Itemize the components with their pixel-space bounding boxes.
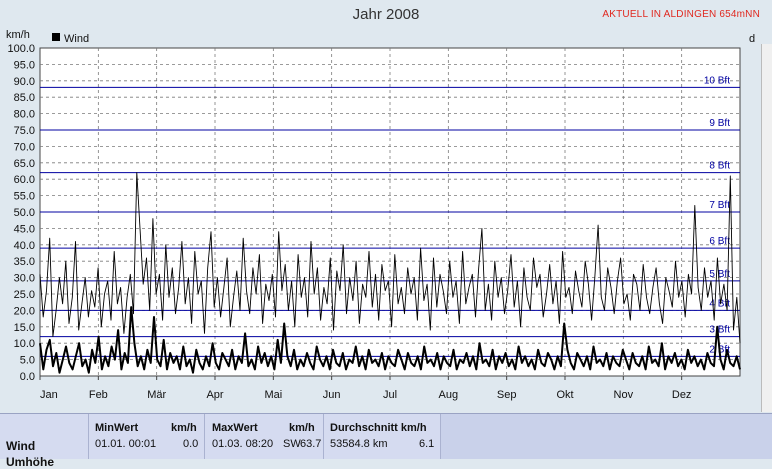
max-cell: MaxWert km/h 01.03. 08:20 SW 63.7 bbox=[205, 414, 324, 459]
y-tick-label: 20.0 bbox=[14, 305, 35, 317]
y-tick-label: 65.0 bbox=[14, 158, 35, 170]
avg-cell: Durchschnitt km/h 53584.8 km 6.1 bbox=[324, 414, 441, 459]
x-tick-label: Jan bbox=[40, 389, 58, 401]
x-tick-label: Dez bbox=[672, 389, 692, 401]
wind-series-thin bbox=[39, 172, 741, 344]
max-header: MaxWert bbox=[212, 422, 258, 434]
stats-table: Wind Umhöhe MinWert km/h 01.01. 00:01 0.… bbox=[0, 413, 772, 469]
y-tick-labels: 0.0 5.0 10.0 15.0 20.0 25.0 30.0 35.0 40.0 45.0 50… bbox=[7, 43, 35, 383]
min-cell: MinWert km/h 01.01. 00:01 0.0 bbox=[89, 414, 205, 459]
beaufort-label: 3 Bft bbox=[709, 325, 730, 336]
y-tick-label: 30.0 bbox=[14, 273, 35, 285]
beaufort-label: 9 Bft bbox=[709, 118, 730, 129]
chart-title: Jahr 2008 bbox=[352, 6, 420, 23]
y-tick-label: 70.0 bbox=[14, 141, 35, 153]
max-unit: km/h bbox=[289, 422, 315, 434]
y-axis-label: km/h bbox=[6, 29, 30, 41]
y-tick-label: 85.0 bbox=[14, 92, 35, 104]
x-tick-labels: Jan Feb Mär Apr Mai Jun Jul Aug Sep Okt Nov Dez bbox=[40, 389, 691, 401]
y-tick-label: 90.0 bbox=[14, 76, 35, 88]
y-tick-label: 10.0 bbox=[14, 338, 35, 350]
row-label-cell: Wind Umhöhe bbox=[0, 414, 89, 469]
vertical-scrollbar[interactable] bbox=[761, 44, 772, 412]
avg-header: Durchschnitt km/h bbox=[330, 422, 427, 434]
x-tick-label: Jun bbox=[323, 389, 341, 401]
wind-chart: 10 Bft 9 Bft 8 Bft 7 Bft 6 Bft 5 Bft 4 Bft 3 Bf… bbox=[6, 29, 755, 401]
avg-value: 6.1 bbox=[419, 438, 435, 450]
min-value: 0.0 bbox=[183, 438, 199, 450]
y-tick-label: 45.0 bbox=[14, 223, 35, 235]
max-value: 63.7 bbox=[300, 438, 322, 450]
y-tick-label: 40.0 bbox=[14, 240, 35, 252]
x-tick-label: Okt bbox=[556, 389, 573, 401]
y-tick-label: 50.0 bbox=[14, 207, 35, 219]
y-tick-label: 80.0 bbox=[14, 109, 35, 121]
beaufort-label: 5 Bft bbox=[709, 269, 730, 280]
y-tick-label: 60.0 bbox=[14, 174, 35, 186]
y-tick-label: 15.0 bbox=[14, 322, 35, 334]
x-tick-label: Aug bbox=[439, 389, 459, 401]
x-tick-label: Sep bbox=[497, 389, 517, 401]
beaufort-label: 7 Bft bbox=[709, 200, 730, 211]
row-label: Wind bbox=[6, 439, 36, 453]
x-tick-label: Nov bbox=[614, 389, 634, 401]
beaufort-label: 8 Bft bbox=[709, 161, 730, 172]
x-tick-label: Feb bbox=[89, 389, 108, 401]
x-tick-label: Apr bbox=[206, 389, 223, 401]
x-tick-label: Mär bbox=[147, 389, 166, 401]
y-tick-label: 0.0 bbox=[20, 371, 35, 383]
x-tick-label: Mai bbox=[264, 389, 282, 401]
y-tick-label: 55.0 bbox=[14, 191, 35, 203]
right-axis-label: d bbox=[749, 33, 755, 45]
y-tick-label: 75.0 bbox=[14, 125, 35, 137]
max-direction: SW bbox=[283, 438, 301, 450]
max-date: 01.03. 08:20 bbox=[212, 438, 274, 450]
beaufort-label: 10 Bft bbox=[704, 75, 730, 86]
min-unit: km/h bbox=[171, 422, 197, 434]
x-tick-label: Jul bbox=[383, 389, 397, 401]
live-link[interactable]: AKTUELL IN ALDINGEN 654mNN bbox=[602, 9, 760, 20]
min-header: MinWert bbox=[95, 422, 139, 434]
y-tick-label: 25.0 bbox=[14, 289, 35, 301]
series-group bbox=[39, 172, 741, 374]
avg-distance: 53584.8 km bbox=[330, 438, 388, 450]
y-tick-label: 95.0 bbox=[14, 59, 35, 71]
beaufort-label: 6 Bft bbox=[709, 236, 730, 247]
y-tick-label: 100.0 bbox=[7, 43, 35, 55]
row-label-2: Umhöhe bbox=[6, 455, 54, 469]
y-tick-label: 35.0 bbox=[14, 256, 35, 268]
legend-swatch bbox=[52, 33, 60, 41]
wind-series-thick bbox=[39, 306, 741, 374]
beaufort-label: 4 Bft bbox=[709, 298, 730, 309]
y-tick-label: 5.0 bbox=[20, 355, 35, 367]
legend-label: Wind bbox=[64, 33, 89, 45]
min-date: 01.01. 00:01 bbox=[95, 438, 157, 450]
